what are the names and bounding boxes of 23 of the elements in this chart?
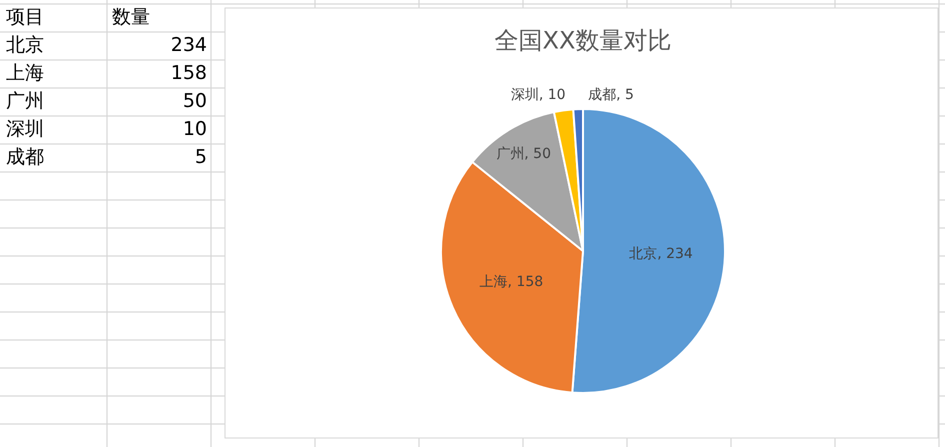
data-label: , 10 <box>538 86 566 103</box>
text: 项目 <box>6 6 44 28</box>
text: 深圳 <box>6 118 44 140</box>
text: 上海 <box>6 62 44 84</box>
text: 数量 <box>112 6 150 28</box>
data-label: , 5 <box>616 86 634 103</box>
data-label: , 234 <box>657 246 693 262</box>
text: 158 <box>170 62 207 84</box>
data-label: , 50 <box>524 146 551 162</box>
slice-label: 上海 <box>480 274 508 290</box>
slice-label: 北京 <box>629 246 658 262</box>
text: 成都 <box>6 146 44 168</box>
text: 北京 <box>6 34 44 56</box>
text: 50 <box>182 90 207 112</box>
text: 5 <box>194 146 207 168</box>
slice-label: 广州 <box>496 146 524 162</box>
chart-title: 全国XX数量对比 <box>494 26 672 55</box>
text: 10 <box>182 118 207 140</box>
text: 234 <box>170 34 207 56</box>
slice-label: 深圳 <box>510 86 539 103</box>
data-label: , 158 <box>508 274 544 290</box>
text: 广州 <box>6 90 44 112</box>
slice-label: 成都 <box>588 86 616 103</box>
